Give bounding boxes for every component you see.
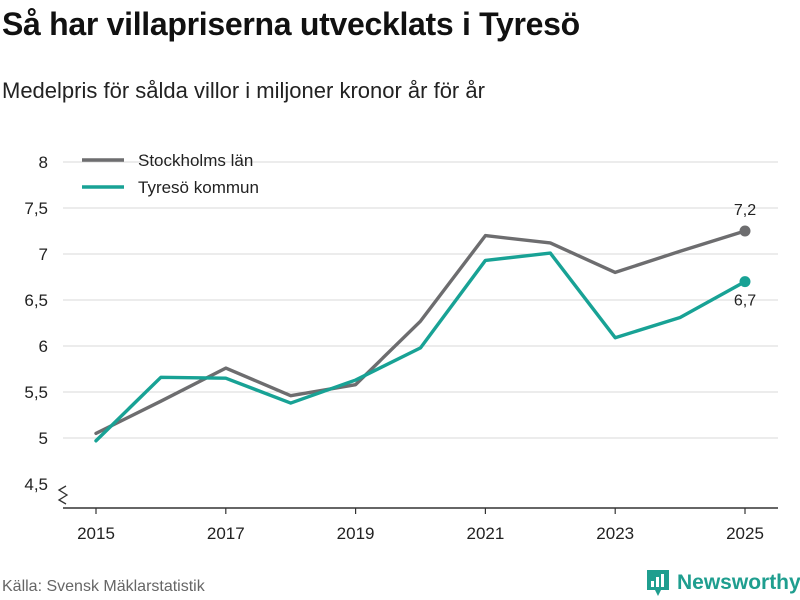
x-axis: 2015 2017 2019 2021 2023 2025 — [63, 507, 778, 543]
y-tick-label: 5,5 — [24, 383, 48, 402]
y-tick-label: 4,5 — [24, 475, 48, 494]
x-tick-label: 2023 — [596, 524, 634, 543]
end-marker — [739, 276, 751, 288]
y-tick-label: 5 — [39, 429, 48, 448]
y-tick-label: 7,5 — [24, 199, 48, 218]
y-tick-label: 6 — [39, 337, 48, 356]
y-tick-label: 8 — [39, 153, 48, 172]
end-marker — [739, 225, 751, 237]
x-tick-label: 2015 — [77, 524, 115, 543]
chart-title: Så har villapriserna utvecklats i Tyresö — [2, 6, 580, 42]
y-tick-label: 6,5 — [24, 291, 48, 310]
y-axis-ticks: 4,5 5 5,5 6 6,5 7 7,5 8 — [24, 153, 69, 505]
x-tick-label: 2017 — [207, 524, 245, 543]
end-value-label: 6,7 — [734, 293, 756, 310]
axis-break-icon — [57, 485, 69, 505]
x-tick-label: 2019 — [337, 524, 375, 543]
brand-name: Newsworthy — [677, 571, 800, 594]
newsworthy-logo-icon — [647, 570, 669, 596]
series-line-tyreso-kommun — [94, 251, 747, 443]
legend-label: Tyresö kommun — [138, 178, 259, 197]
x-tick-label: 2021 — [466, 524, 504, 543]
chart-subtitle: Medelpris för sålda villor i miljoner kr… — [2, 78, 485, 103]
x-tick-label: 2025 — [726, 524, 764, 543]
end-labels: 7,2 6,7 — [734, 202, 756, 310]
end-value-label: 7,2 — [734, 202, 756, 219]
source-note: Källa: Svensk Mäklarstatistik — [2, 578, 205, 595]
series-lines — [94, 225, 751, 443]
legend-label: Stockholms län — [138, 151, 253, 170]
legend: Stockholms län Tyresö kommun — [82, 151, 259, 197]
y-tick-label: 7 — [39, 245, 48, 264]
brand-logo: Newsworthy — [645, 568, 800, 598]
series-line-stockholms-lan — [94, 229, 747, 436]
